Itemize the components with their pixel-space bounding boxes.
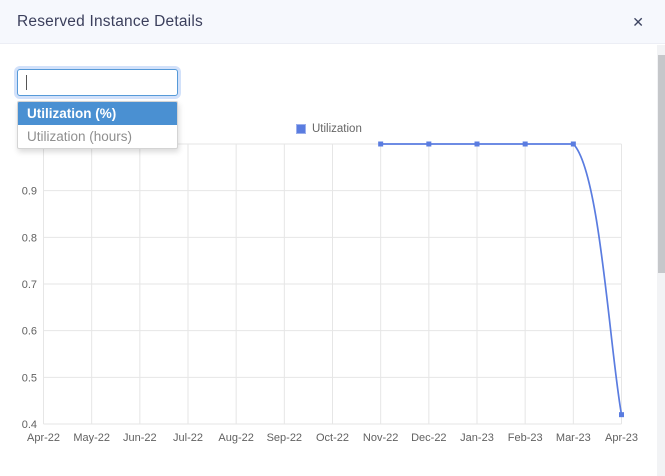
modal-header: Reserved Instance Details ✕ [0, 0, 665, 44]
scrollbar[interactable] [657, 45, 665, 476]
svg-text:0.7: 0.7 [22, 279, 37, 291]
page-title: Reserved Instance Details [17, 12, 203, 30]
svg-text:0.8: 0.8 [22, 232, 37, 244]
metric-search-input[interactable] [17, 69, 178, 96]
svg-text:Dec-22: Dec-22 [411, 432, 446, 444]
svg-text:Mar-23: Mar-23 [556, 432, 591, 444]
svg-text:Sep-22: Sep-22 [267, 432, 302, 444]
dropdown-option-utilization-percent[interactable]: Utilization (%) [18, 102, 177, 125]
legend-swatch [296, 124, 306, 134]
scrollbar-thumb[interactable] [657, 55, 665, 273]
svg-text:0.5: 0.5 [22, 372, 37, 384]
svg-text:Feb-23: Feb-23 [508, 432, 543, 444]
dropdown-option-utilization-hours[interactable]: Utilization (hours) [27, 129, 133, 144]
text-caret [26, 75, 27, 90]
svg-text:Apr-22: Apr-22 [27, 432, 60, 444]
svg-text:Oct-22: Oct-22 [316, 432, 349, 444]
svg-text:Jan-23: Jan-23 [460, 432, 494, 444]
svg-text:May-22: May-22 [73, 432, 110, 444]
svg-text:Apr-23: Apr-23 [605, 432, 638, 444]
chart-legend: Utilization [296, 123, 362, 135]
svg-text:Jul-22: Jul-22 [173, 432, 203, 444]
svg-text:Jun-22: Jun-22 [123, 432, 157, 444]
svg-text:Aug-22: Aug-22 [218, 432, 253, 444]
legend-label: Utilization [312, 123, 362, 135]
svg-text:0.9: 0.9 [22, 186, 37, 198]
svg-text:0.6: 0.6 [22, 326, 37, 338]
close-icon: ✕ [632, 13, 644, 30]
metric-dropdown: Utilization (%) Utilization (hours) [17, 101, 178, 149]
close-button[interactable]: ✕ [628, 11, 648, 33]
svg-text:Nov-22: Nov-22 [363, 432, 398, 444]
svg-text:0.4: 0.4 [22, 419, 37, 431]
